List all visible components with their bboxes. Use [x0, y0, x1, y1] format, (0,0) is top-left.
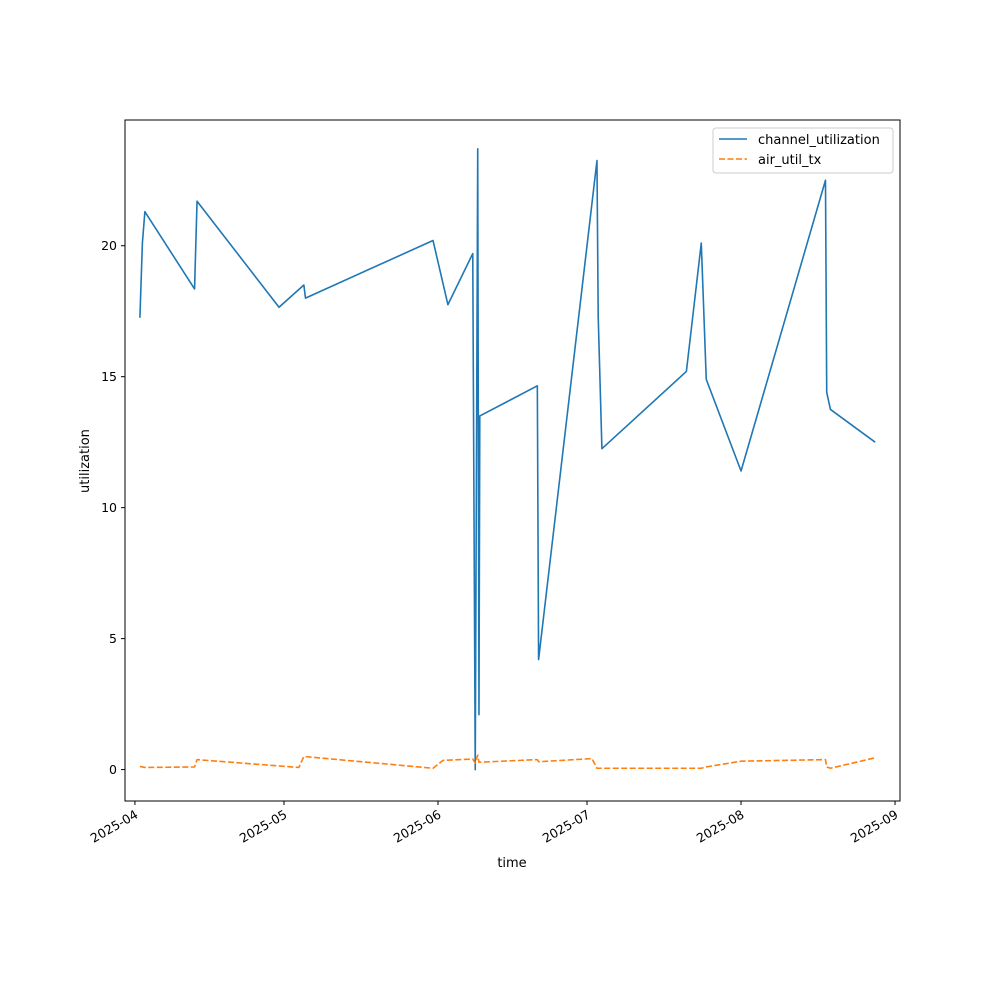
legend-label-channel-utilization: channel_utilization: [758, 133, 880, 148]
x-tick-label: 2025-05: [237, 807, 290, 846]
y-tick-label: 10: [101, 500, 117, 515]
y-tick-label: 15: [101, 369, 117, 384]
x-tick-label: 2025-06: [391, 807, 444, 846]
x-tick-label: 2025-09: [848, 807, 901, 846]
x-axis-label: time: [497, 856, 526, 871]
y-tick-label: 0: [109, 762, 117, 777]
x-tick-label: 2025-04: [88, 807, 141, 846]
x-tick-label: 2025-07: [540, 807, 593, 846]
plot-area: [125, 120, 900, 801]
y-tick-label: 5: [109, 631, 117, 646]
y-axis-ticks: 0 5 10 15 20: [101, 238, 125, 777]
legend-label-air-util-tx: air_util_tx: [758, 153, 822, 168]
y-tick-label: 20: [101, 238, 117, 253]
y-axis-label: utilization: [78, 429, 93, 493]
plot-frame: [124, 119, 901, 802]
legend-box: [712, 127, 894, 174]
x-tick-label: 2025-08: [694, 807, 747, 846]
x-axis-ticks: 2025-04 2025-05 2025-06 2025-07 2025-08 2025-…: [88, 801, 901, 846]
series-layer: [139, 148, 876, 771]
legend: channel_utilization air_util_tx: [712, 127, 894, 174]
series-line-air-util-tx: [139, 754, 876, 770]
series-line-channel-utilization: [139, 148, 876, 771]
